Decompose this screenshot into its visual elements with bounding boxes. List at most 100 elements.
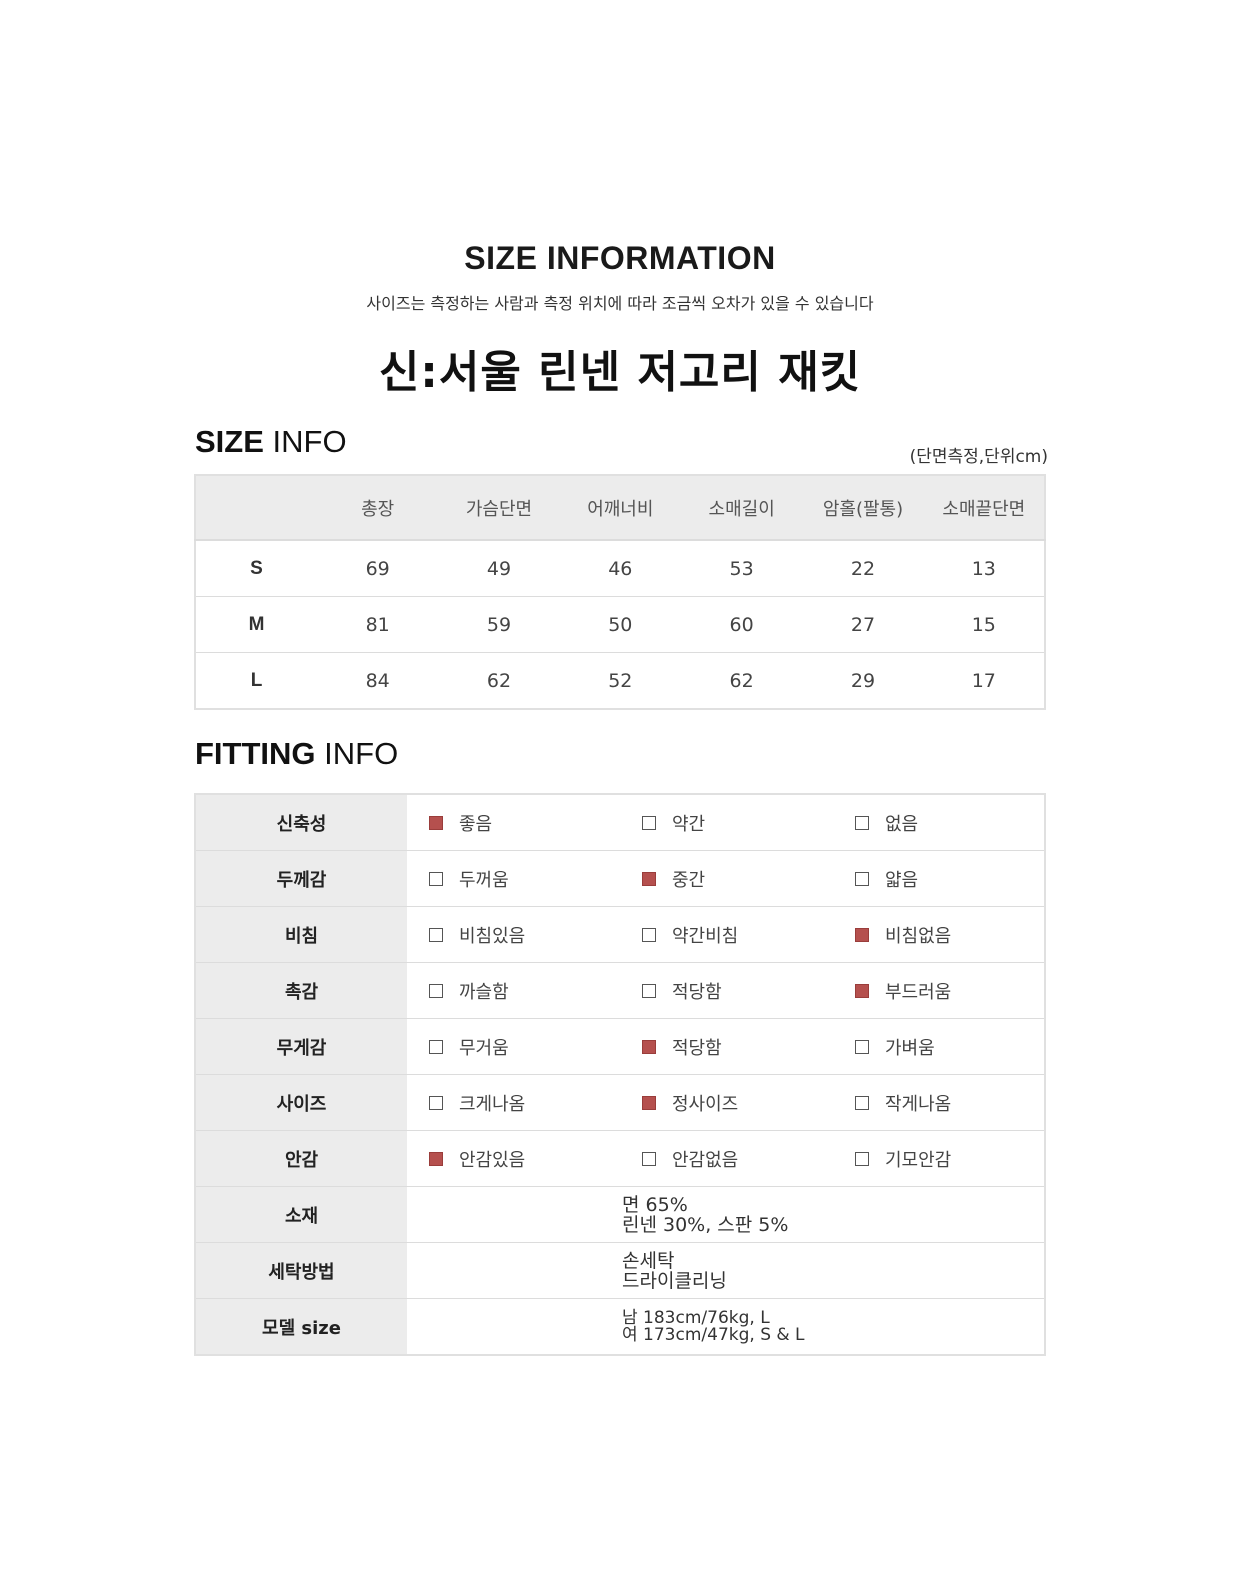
table-cell: 69 [317, 540, 439, 597]
fitting-info-heading: FITTING INFO [195, 736, 398, 772]
table-cell: 50 [559, 596, 681, 653]
fitting-option: 안감없음 [620, 1130, 833, 1187]
size-info-heading-light: INFO [263, 424, 347, 459]
table-row: 무게감 무거움 적당함 가벼움 [195, 1018, 1045, 1075]
checked-box-icon [429, 815, 443, 830]
unchecked-box-icon [855, 1151, 869, 1166]
fitting-label: 비침 [195, 906, 407, 963]
table-row: 안감 안감있음 안감없음 기모안감 [195, 1130, 1045, 1187]
size-label: L [250, 669, 263, 691]
fitting-option-label: 기모안감 [885, 1149, 952, 1171]
fitting-text-value: 손세탁 드라이클리닝 [407, 1242, 1045, 1299]
fitting-option: 약간비침 [620, 906, 833, 963]
fitting-label: 소재 [195, 1186, 407, 1243]
unchecked-box-icon [855, 1039, 869, 1054]
fitting-label: 촉감 [195, 962, 407, 1019]
fitting-option: 비침있음 [407, 906, 620, 963]
fitting-option: 중간 [620, 850, 833, 907]
table-row: 촉감 까슬함 적당함 부드러움 [195, 962, 1045, 1019]
fitting-option-label: 좋음 [459, 813, 493, 835]
fitting-option-label: 안감없음 [672, 1149, 739, 1171]
page-title: SIZE INFORMATION [464, 240, 776, 276]
table-cell: 49 [438, 540, 560, 597]
fitting-option-label: 적당함 [672, 981, 722, 1003]
unchecked-box-icon [642, 1151, 656, 1166]
table-cell: 22 [802, 540, 924, 597]
fitting-option-label: 크게나옴 [459, 1093, 526, 1115]
fitting-option: 얇음 [833, 850, 1045, 907]
table-cell: 13 [923, 540, 1045, 597]
unchecked-box-icon [429, 927, 443, 942]
table-cell: 29 [850, 669, 876, 692]
unchecked-box-icon [855, 815, 869, 830]
checked-box-icon [855, 927, 869, 942]
size-table-header-cell: 가슴단면 [438, 475, 560, 541]
fitting-option-label: 까슬함 [459, 981, 509, 1003]
table-row: 신축성 좋음 약간 없음 [195, 794, 1045, 851]
checked-box-icon [429, 1151, 443, 1166]
table-row: M 81 59 50 60 27 15 [195, 596, 1045, 653]
fitting-table: 신축성 좋음 약간 없음 두께감 두꺼움 중간 얇음 비침 비침있음 약간비침 비침없음 촉감 까슬함 적당… [194, 793, 1046, 1356]
unchecked-box-icon [429, 1095, 443, 1110]
fitting-label: 사이즈 [195, 1074, 407, 1131]
fitting-option: 가벼움 [833, 1018, 1045, 1075]
fitting-option-label: 적당함 [672, 1037, 722, 1059]
fitting-option-label: 비침없음 [885, 925, 952, 947]
unchecked-box-icon [855, 1095, 869, 1110]
fitting-option-label: 정사이즈 [672, 1093, 739, 1115]
table-cell: 17 [971, 669, 996, 692]
table-cell: 46 [559, 540, 681, 597]
checked-box-icon [642, 1095, 656, 1110]
checked-box-icon [855, 983, 869, 998]
fitting-option: 크게나옴 [407, 1074, 620, 1131]
fitting-label: 두께감 [195, 850, 407, 907]
fitting-option: 적당함 [620, 1018, 833, 1075]
fitting-option: 작게나옴 [833, 1074, 1045, 1131]
fitting-option: 약간 [620, 794, 833, 851]
unchecked-box-icon [642, 927, 656, 942]
fitting-option: 기모안감 [833, 1130, 1045, 1187]
fitting-label: 무게감 [195, 1018, 407, 1075]
table-cell: 15 [923, 596, 1045, 653]
fitting-option: 안감있음 [407, 1130, 620, 1187]
table-cell: 84 [365, 669, 390, 692]
fitting-info-heading-light: INFO [315, 736, 399, 771]
unchecked-box-icon [429, 1039, 443, 1054]
size-table-header-cell: 소매길이 [680, 475, 803, 541]
fitting-text-line: 손세탁 [622, 1249, 675, 1272]
fitting-text-line: 남 183cm/76kg, L [622, 1307, 770, 1328]
table-cell: 59 [438, 596, 560, 653]
unchecked-box-icon [642, 983, 656, 998]
size-table-header-cell [195, 475, 317, 541]
fitting-option: 없음 [833, 794, 1045, 851]
fitting-option: 비침없음 [833, 906, 1045, 963]
table-cell: 81 [317, 596, 439, 653]
size-label: S [195, 540, 317, 597]
table-row: S 69 49 46 53 22 13 [195, 540, 1045, 597]
fitting-option: 정사이즈 [620, 1074, 833, 1131]
fitting-option: 부드러움 [833, 962, 1045, 1019]
fitting-option-label: 안감있음 [459, 1149, 526, 1171]
table-row: 두께감 두꺼움 중간 얇음 [195, 850, 1045, 907]
fitting-option: 까슬함 [407, 962, 620, 1019]
table-cell: 52 [608, 669, 633, 692]
fitting-option-label: 무거움 [459, 1037, 509, 1059]
fitting-option: 좋음 [407, 794, 620, 851]
size-table-header-row: 총장 가슴단면 어깨너비 소매길이 암홀(팔통) 소매끝단면 [195, 475, 1045, 541]
size-info-heading-strong: SIZE [195, 424, 264, 459]
fitting-text-line: 린넨 30%, 스판 5% [622, 1213, 789, 1236]
unchecked-box-icon [642, 815, 656, 830]
size-table-header-cell: 어깨너비 [559, 475, 681, 541]
table-cell: 62 [729, 669, 754, 692]
page-subtitle: 사이즈는 측정하는 사람과 측정 위치에 따라 조금씩 오차가 있을 수 있습니… [366, 294, 874, 313]
unit-note: (단면측정,단위cm) [909, 447, 1048, 467]
size-info-heading: SIZE INFO [195, 424, 347, 460]
size-table-header-cell: 암홀(팔통) [802, 475, 924, 541]
table-row: 비침 비침있음 약간비침 비침없음 [195, 906, 1045, 963]
fitting-text-line: 드라이클리닝 [622, 1269, 727, 1292]
fitting-option-label: 없음 [885, 813, 919, 835]
fitting-label: 모델 size [195, 1298, 407, 1355]
